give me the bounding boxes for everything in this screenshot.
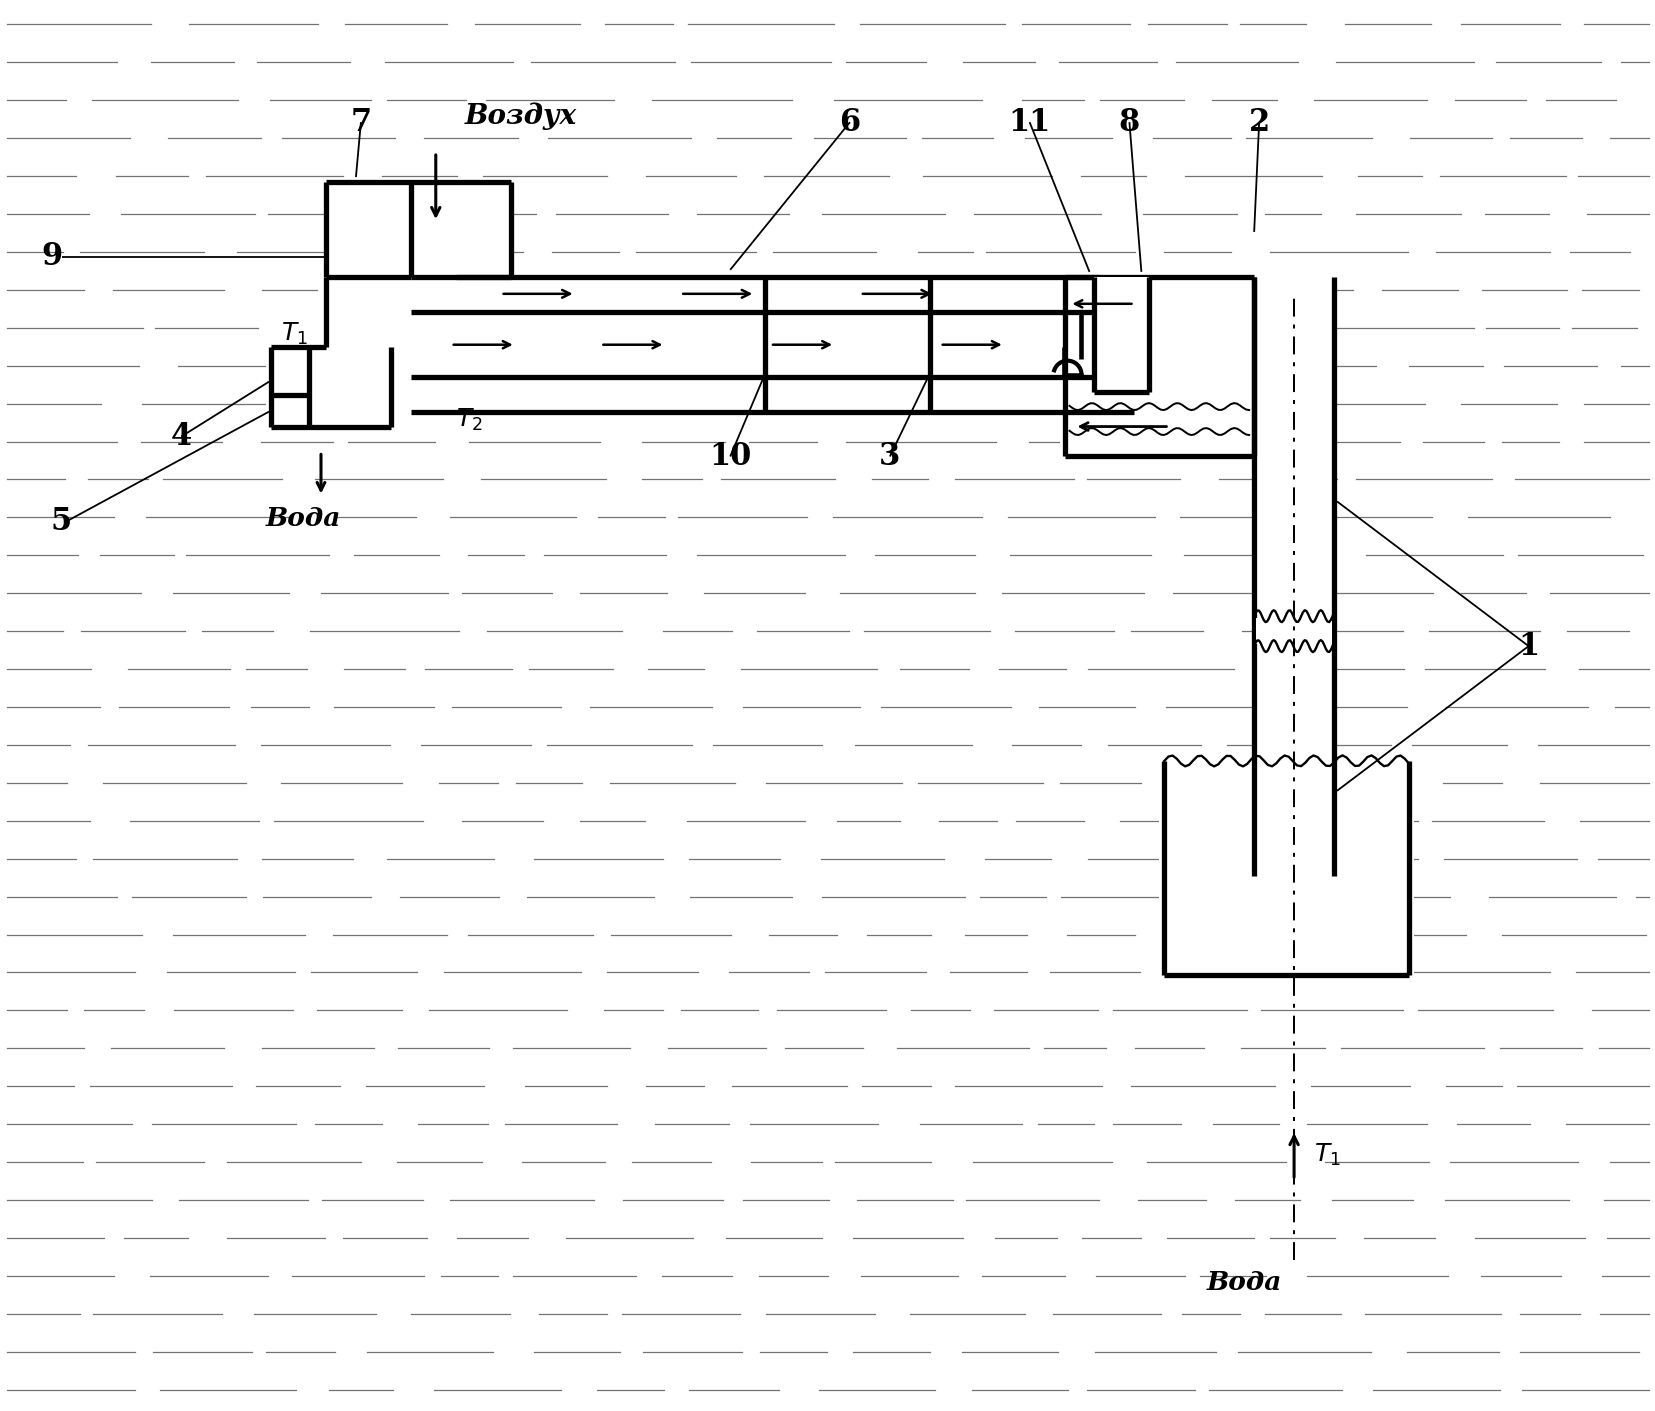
Bar — [1163, 761, 1408, 975]
Bar — [1094, 277, 1149, 392]
Bar — [1158, 756, 1413, 981]
Text: $T_2$: $T_2$ — [455, 406, 482, 433]
Bar — [1059, 272, 1258, 461]
Text: Вода: Вода — [1206, 1270, 1281, 1295]
Bar — [266, 302, 396, 432]
Text: 5: 5 — [51, 507, 73, 536]
Text: 2: 2 — [1248, 107, 1269, 138]
Text: 7: 7 — [351, 107, 371, 138]
Text: 3: 3 — [879, 442, 900, 473]
Text: 10: 10 — [708, 442, 751, 473]
Text: $T_1$: $T_1$ — [1314, 1141, 1341, 1168]
Bar — [326, 182, 510, 277]
Text: Вода: Вода — [266, 507, 341, 532]
Bar — [401, 272, 1109, 416]
Bar — [1256, 618, 1331, 643]
Text: $T_1$: $T_1$ — [281, 320, 308, 347]
Text: 1: 1 — [1518, 631, 1537, 662]
Text: 8: 8 — [1119, 107, 1139, 138]
Text: 11: 11 — [1008, 107, 1049, 138]
Text: Воздух: Воздух — [465, 103, 576, 130]
Text: 6: 6 — [839, 107, 861, 138]
Bar — [326, 182, 460, 412]
Text: 4: 4 — [170, 420, 192, 452]
Bar — [1253, 267, 1334, 886]
Text: 9: 9 — [41, 241, 61, 272]
